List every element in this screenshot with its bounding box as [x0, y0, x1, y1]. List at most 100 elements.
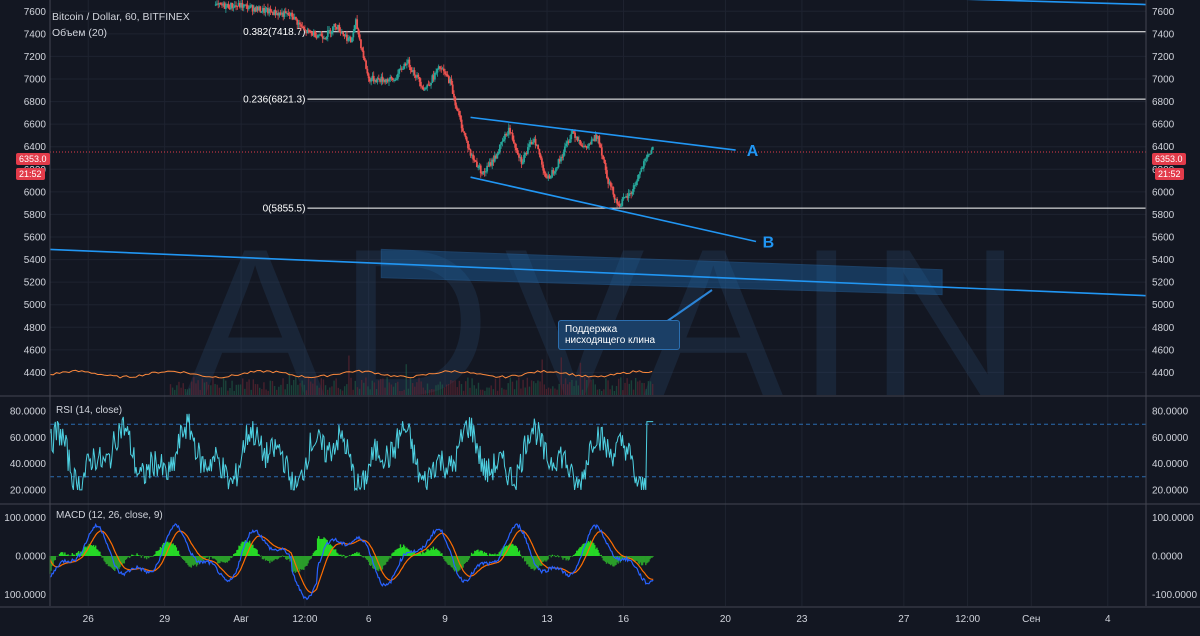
candle-body	[575, 137, 578, 139]
macd-pane	[49, 522, 654, 601]
candle-body	[576, 137, 579, 141]
volume-bar	[634, 377, 637, 395]
volume-bar	[479, 389, 482, 395]
candle-body	[594, 135, 597, 142]
volume-bar	[407, 388, 410, 395]
macd-hist-bar	[136, 553, 138, 556]
candle-body	[612, 187, 615, 195]
macd-hist-bar	[151, 556, 153, 557]
macd-hist-bar	[424, 553, 426, 556]
candle-body	[483, 171, 486, 173]
candle-body	[634, 185, 636, 187]
macd-hist-bar	[127, 556, 130, 558]
macd-hist-bar	[239, 546, 241, 556]
macd-hist-bar	[370, 556, 372, 566]
candle-body	[474, 160, 477, 162]
candle-body	[502, 139, 505, 142]
volume-bar	[256, 384, 259, 395]
candle-body	[648, 154, 650, 156]
candle-body	[371, 75, 374, 80]
candle-body	[247, 7, 250, 10]
candle-body	[595, 135, 598, 139]
candle-body	[446, 74, 449, 77]
volume-bar	[169, 384, 172, 395]
y-tick-label-left: 5600	[24, 233, 47, 244]
y-tick-label-right: 7400	[1152, 29, 1175, 40]
volume-bar	[197, 380, 199, 395]
macd-hist-bar	[153, 554, 155, 556]
macd-hist-bar	[200, 556, 202, 561]
macd-hist-bar	[573, 554, 576, 556]
macd-hist-bar	[205, 556, 207, 558]
volume-bar	[263, 382, 265, 395]
macd-hist-bar	[275, 556, 277, 560]
macd-hist-bar	[90, 545, 93, 556]
volume-bar	[594, 384, 597, 395]
candle-body	[287, 13, 290, 15]
volume-bar	[571, 379, 573, 395]
macd-hist-bar	[342, 554, 344, 556]
macd-hist-bar	[156, 550, 158, 556]
candle-body	[537, 145, 540, 150]
macd-hist-bar	[261, 556, 264, 560]
macd-hist-bar	[289, 556, 291, 562]
macd-hist-bar	[89, 544, 92, 556]
macd-hist-bar	[334, 549, 337, 556]
macd-hist-bar	[569, 556, 572, 558]
macd-hist-bar	[385, 556, 388, 562]
macd-hist-bar	[58, 553, 61, 556]
macd-hist-bar	[274, 556, 276, 559]
macd-hist-bar	[272, 556, 274, 561]
fib-label: 0.382(7418.7)	[243, 27, 305, 38]
macd-hist-bar	[496, 554, 498, 556]
macd-hist-bar	[237, 549, 239, 556]
candle-body	[310, 32, 313, 34]
volume-bar	[178, 381, 180, 395]
candle-body	[222, 3, 225, 6]
macd-hist-bar	[541, 556, 543, 566]
macd-hist-bar	[191, 556, 194, 565]
candle-body	[532, 142, 534, 145]
volume-bar	[518, 377, 520, 395]
macd-hist-bar	[642, 556, 645, 563]
macd-hist-bar	[427, 549, 429, 556]
volume-bar	[526, 377, 529, 395]
candle-body	[349, 37, 352, 43]
macd-hist-bar	[325, 539, 327, 556]
candle-body	[642, 161, 645, 168]
candle-body	[572, 131, 575, 133]
macd-hist-bar	[645, 556, 647, 566]
volume-bar	[471, 378, 473, 395]
macd-hist-bar	[105, 556, 107, 565]
macd-hist-bar	[124, 556, 127, 560]
macd-hist-bar	[338, 554, 340, 556]
candle-body	[298, 22, 301, 25]
macd-hist-bar	[457, 556, 459, 572]
volume-bar	[341, 390, 344, 395]
macd-hist-bar	[638, 556, 641, 565]
macd-hist-bar	[502, 546, 505, 556]
candle-body	[284, 11, 287, 14]
macd-hist-bar	[293, 556, 295, 571]
candle-body	[519, 157, 522, 159]
volume-bar	[237, 384, 240, 395]
volume-bar	[390, 384, 393, 395]
candle-body	[583, 145, 585, 148]
candle-body	[277, 13, 280, 16]
macd-hist-bar	[83, 547, 85, 556]
candle-body	[571, 131, 574, 134]
volume-bar	[620, 377, 622, 395]
candle-body	[464, 133, 467, 138]
y-tick-label-left: 7600	[24, 7, 47, 18]
macd-hist-bar	[117, 556, 119, 569]
candle-body	[230, 2, 232, 9]
candle-body	[487, 165, 490, 167]
macd-hist-bar	[51, 556, 53, 566]
candle-body	[306, 29, 309, 34]
candle-body	[305, 30, 308, 34]
volume-bar	[290, 385, 293, 395]
macd-hist-bar	[479, 550, 481, 556]
volume-bar	[484, 390, 486, 395]
macd-hist-bar	[568, 556, 571, 560]
rsi-tick-label-right: 80.0000	[1152, 407, 1189, 418]
